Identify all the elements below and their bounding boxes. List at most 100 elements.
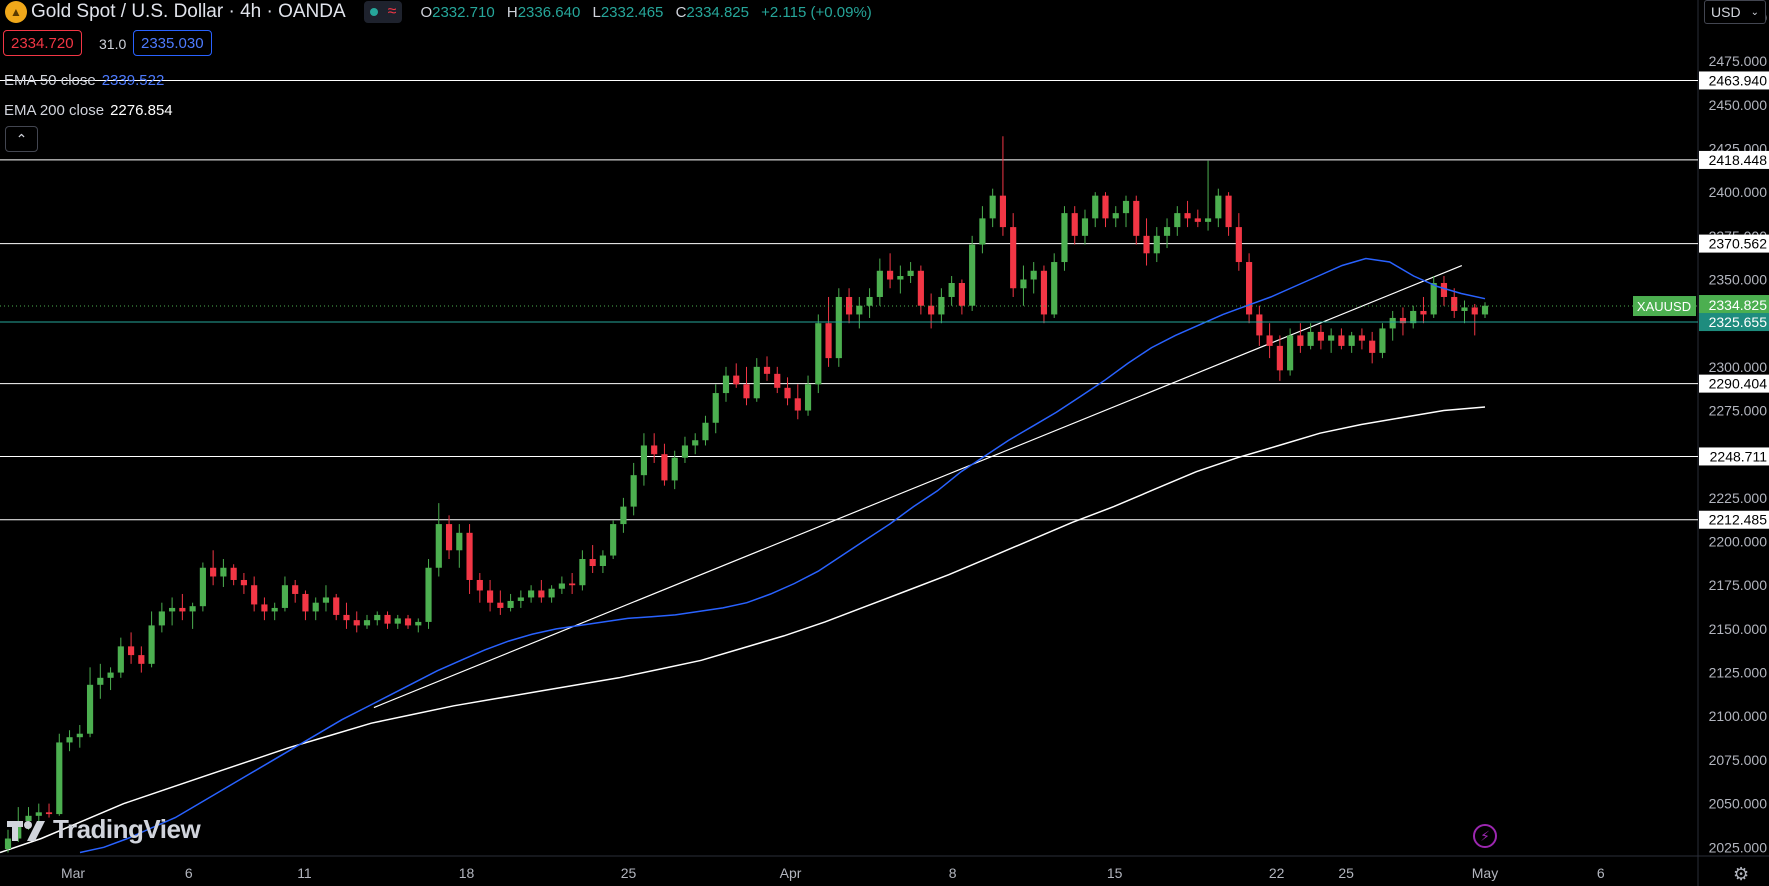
candle-body (835, 296, 842, 359)
y-tick-label: 2275.000 (1709, 403, 1768, 419)
candle-body (897, 276, 904, 280)
candle-body (292, 585, 299, 594)
x-tick-label: 18 (459, 865, 475, 881)
candle-body (1440, 283, 1448, 297)
level-label: 2370.562 (1709, 236, 1768, 252)
chevron-down-icon: ⌄ (1750, 6, 1759, 18)
level-label: 2463.940 (1709, 72, 1768, 88)
symbol-title[interactable]: Gold Spot / U.S. Dollar · 4h · OANDA (31, 1, 346, 22)
candle-body (15, 821, 22, 839)
level-label-bg (1699, 71, 1769, 90)
ascending-trendline (373, 264, 1463, 709)
y-tick-label: 2350.000 (1709, 272, 1768, 288)
candle-body (312, 602, 319, 612)
change-value: +2.115 (+0.09%) (761, 3, 872, 21)
symbol-tag-bg (1633, 296, 1696, 317)
y-tick-label: 2400.000 (1709, 184, 1768, 200)
teal-price-label: 2325.655 (1709, 314, 1768, 330)
candle-body (240, 579, 247, 586)
candle-body (1471, 307, 1478, 315)
ema200-line (0, 406, 1486, 854)
candle-body (917, 270, 924, 306)
ema200-legend[interactable]: EMA 200 close 2276.854 (4, 102, 173, 119)
symbol-header: ▲ Gold Spot / U.S. Dollar · 4h · OANDA ≈… (0, 0, 880, 24)
candle-body (1379, 328, 1386, 353)
y-tick-label: 2225.000 (1709, 490, 1768, 506)
candle-body (1092, 195, 1099, 219)
collapse-legend-button[interactable]: ⌃ (5, 126, 38, 152)
buy-price-button[interactable]: 2335.030 (133, 30, 212, 56)
candle-body (1112, 213, 1119, 219)
candle-body (476, 579, 483, 591)
candle-body (1174, 213, 1181, 228)
high-value: 2336.640 (517, 3, 581, 21)
level-label: 2212.485 (1709, 512, 1768, 528)
chevron-up-icon: ⌃ (15, 130, 28, 147)
market-status[interactable]: ≈ (363, 1, 403, 23)
candle-body (876, 270, 883, 297)
x-tick-label: 15 (1107, 865, 1123, 881)
candle-body (179, 607, 186, 612)
candle-body (610, 524, 617, 556)
candle-body (671, 457, 678, 481)
level-label-bg (1699, 374, 1769, 393)
ema50-legend[interactable]: EMA 50 close 2339.522 (4, 72, 164, 89)
candle-body (1266, 335, 1273, 346)
candle-body (1071, 213, 1078, 236)
candle-body (404, 618, 412, 626)
level-label-bg (1699, 510, 1769, 529)
candle-body (1163, 227, 1171, 236)
candle-body (281, 585, 289, 608)
candle-body (1153, 235, 1160, 254)
x-tick-label: 8 (949, 865, 957, 881)
candle-body (712, 393, 719, 423)
candle-body (271, 607, 278, 612)
candle-body (722, 375, 730, 394)
candle-body (569, 583, 576, 586)
candle-body (466, 532, 473, 580)
candle-body (538, 590, 545, 598)
candle-body (56, 742, 63, 815)
data-delay-icon: ≈ (387, 3, 397, 20)
ema50-value: 2339.522 (101, 72, 165, 89)
candle-body (845, 296, 853, 315)
candle-body (363, 620, 371, 626)
candle-body (1030, 270, 1037, 280)
candle-body (128, 646, 135, 656)
candle-body (425, 567, 432, 622)
candle-body (353, 620, 360, 626)
lightning-icon[interactable]: ⚡ (1473, 824, 1497, 848)
candle-body (302, 593, 309, 612)
x-tick-label: Mar (61, 865, 85, 881)
tradingview-logo: TradingView (5, 814, 201, 845)
candle-body (1256, 314, 1263, 336)
candle-body (517, 597, 524, 601)
y-tick-label: 2075.000 (1709, 752, 1768, 768)
y-tick-label: 2175.000 (1709, 577, 1768, 593)
candle-body (1307, 331, 1314, 346)
currency-select[interactable]: USD ⌄ (1704, 0, 1766, 24)
open-key: O (420, 3, 433, 21)
close-key: C (675, 3, 687, 21)
candle-body (753, 366, 760, 399)
candle-body (640, 445, 648, 476)
candle-body (1051, 262, 1058, 315)
y-tick-label: 2200.000 (1709, 534, 1768, 550)
candle-body (1348, 335, 1355, 346)
level-label: 2418.448 (1709, 152, 1768, 168)
last-price-label: 2334.825 (1709, 297, 1768, 313)
candle-body (4, 838, 12, 850)
candle-body (866, 296, 873, 306)
candle-body (486, 590, 494, 603)
candle-body (456, 532, 463, 551)
y-tick-label: 2125.000 (1709, 665, 1768, 681)
currency-value: USD (1711, 4, 1741, 20)
candle-body (117, 646, 124, 673)
gear-icon[interactable]: ⚙ (1733, 864, 1750, 884)
ema50-line (79, 257, 1486, 854)
candle-body (1102, 195, 1109, 219)
candle-body (763, 366, 771, 374)
candle-body (548, 588, 555, 598)
sell-price-button[interactable]: 2334.720 (3, 30, 82, 56)
